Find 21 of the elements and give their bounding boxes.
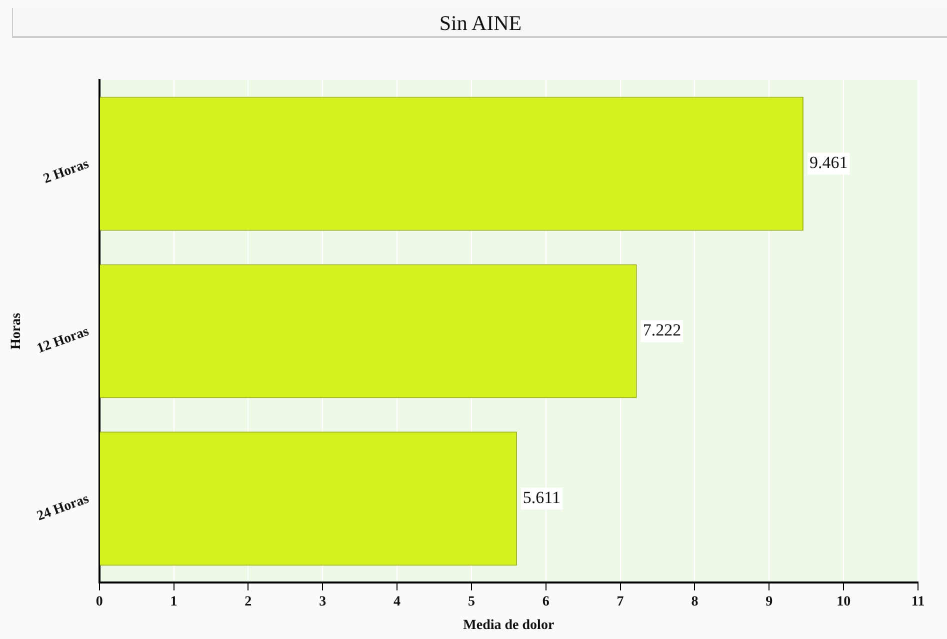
- x-tick-label: 4: [394, 594, 401, 610]
- x-tick-label: 1: [170, 594, 178, 610]
- x-tick-label: 9: [766, 594, 773, 610]
- data-label: 5.611: [522, 488, 561, 508]
- x-tick-label: 8: [691, 594, 698, 610]
- x-axis-title: Media de dolor: [463, 618, 554, 634]
- x-tick-label: 7: [616, 594, 624, 610]
- data-label: 9.461: [809, 153, 848, 172]
- data-label: 7.222: [642, 320, 682, 340]
- x-tick-label: 0: [96, 594, 103, 610]
- x-tick-label: 5: [468, 594, 475, 610]
- x-tick-label: 10: [836, 594, 851, 610]
- x-tick-label: 6: [542, 594, 550, 610]
- x-tick-label: 11: [911, 594, 925, 610]
- y-tick-label: 12 Horas: [35, 324, 92, 357]
- x-tick-label: 3: [319, 594, 326, 610]
- chart-title: Sin AINE: [12, 8, 947, 38]
- y-tick-label: 2 Horas: [42, 156, 92, 187]
- y-tick-label: 24 Horas: [35, 492, 92, 524]
- x-tick-label: 2: [244, 594, 252, 610]
- y-axis-title: Horas: [9, 312, 24, 350]
